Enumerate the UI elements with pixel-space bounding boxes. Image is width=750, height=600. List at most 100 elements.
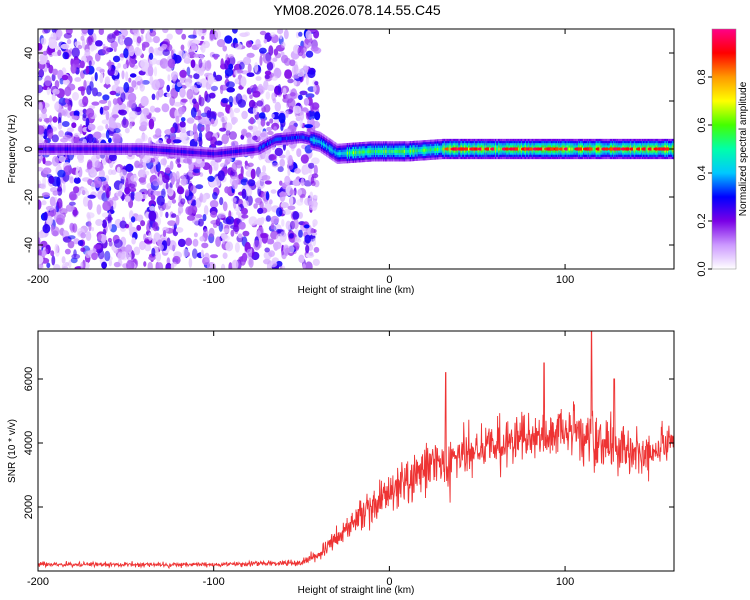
colorbar-gradient (712, 29, 736, 269)
signal-cell (96, 147, 98, 151)
noise-blob (130, 174, 139, 182)
noise-blob (151, 247, 156, 257)
signal-cell (350, 151, 352, 155)
noise-blob (125, 71, 129, 82)
noise-blob (221, 234, 229, 240)
noise-blob (123, 82, 130, 93)
signal-cell (95, 147, 97, 151)
signal-cell (185, 150, 188, 154)
signal-cell (239, 149, 241, 153)
noise-blob (46, 262, 51, 269)
signal-cell (221, 151, 224, 155)
noise-blob (104, 250, 111, 262)
noise-blob (101, 261, 107, 269)
signal-cell (204, 151, 206, 155)
spectrogram-xlabel: Height of straight line (km) (298, 285, 415, 296)
signal-cell (186, 150, 189, 154)
signal-cell (46, 147, 49, 151)
snr-ytick-label: 2000 (23, 495, 35, 519)
signal-cell (413, 149, 416, 153)
noise-blob (265, 191, 270, 201)
noise-blob (51, 93, 56, 102)
signal-cell (296, 135, 298, 140)
signal-cell (125, 147, 128, 151)
noise-blob (99, 106, 104, 115)
noise-blob (192, 248, 198, 259)
noise-blob (311, 102, 320, 110)
noise-blob (293, 242, 300, 250)
signal-cell (289, 136, 291, 140)
signal-cell (307, 137, 310, 141)
signal-cell (367, 150, 370, 154)
noise-blob (312, 194, 318, 199)
noise-blob (80, 35, 85, 41)
noise-blob (124, 187, 131, 195)
noise-blob (38, 167, 44, 172)
noise-blob (311, 157, 320, 165)
noise-blob (126, 259, 135, 269)
noise-blob (124, 195, 131, 203)
noise-blob (303, 165, 310, 175)
signal-cell (279, 137, 282, 141)
noise-blob (247, 125, 254, 130)
noise-blob (244, 160, 248, 166)
signal-cell (396, 150, 399, 153)
snr-ytick-label: 6000 (23, 367, 35, 391)
noise-blob (304, 234, 312, 244)
signal-cell (220, 151, 223, 155)
noise-blob (39, 60, 47, 65)
signal-cell (243, 148, 246, 153)
noise-blob (40, 37, 47, 45)
noise-blob (57, 169, 66, 178)
noise-blob (54, 102, 60, 111)
noise-blob (128, 251, 132, 262)
noise-blob (127, 92, 137, 103)
noise-blob (165, 211, 169, 219)
noise-blob (86, 212, 95, 219)
signal-cell (393, 150, 396, 153)
noise-blob (66, 39, 72, 45)
noise-blob (108, 169, 113, 176)
noise-blob (91, 252, 98, 261)
signal-cell (426, 148, 429, 152)
signal-cell (205, 151, 207, 155)
spectrogram-ytick-label: 40 (23, 47, 35, 59)
signal-cell (118, 147, 120, 151)
noise-blob (308, 200, 314, 208)
noise-blob (175, 29, 183, 35)
noise-blob (97, 233, 102, 242)
signal-cell (376, 150, 378, 153)
signal-cell (255, 147, 257, 151)
noise-blob (253, 240, 261, 251)
noise-blob (171, 76, 178, 82)
noise-blob (87, 29, 94, 36)
noise-blob (42, 223, 51, 234)
noise-blob (38, 255, 44, 265)
noise-blob (61, 121, 70, 127)
signal-cell (167, 149, 170, 153)
signal-cell (317, 139, 319, 143)
signal-cell (77, 147, 80, 151)
signal-cell (57, 147, 59, 151)
noise-blob (298, 254, 305, 263)
signal-cell (645, 147, 648, 151)
noise-blob (308, 162, 315, 169)
noise-blob (179, 130, 188, 141)
noise-blob (199, 78, 209, 88)
noise-blob (180, 198, 186, 205)
noise-blob (266, 126, 273, 132)
signal-cell (157, 148, 160, 152)
signal-cell (278, 137, 281, 141)
signal-cell (305, 136, 308, 140)
noise-blob (83, 79, 87, 89)
noise-blob (252, 90, 261, 98)
noise-blob (140, 220, 146, 227)
noise-blob (164, 167, 171, 174)
noise-blob (84, 48, 91, 57)
noise-blob (67, 104, 72, 111)
snr-content (38, 331, 674, 570)
noise-blob (193, 168, 201, 174)
noise-blob (136, 36, 142, 44)
noise-blob (102, 219, 107, 229)
signal-cell (82, 147, 84, 151)
